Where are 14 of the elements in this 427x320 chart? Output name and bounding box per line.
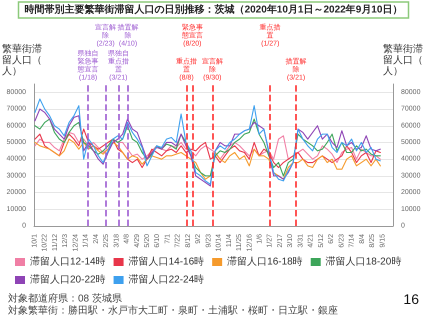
line-series: [34, 138, 381, 180]
text: 16: [403, 291, 420, 307]
y-axis-title: 繁華街滞留人口（人）: [2, 43, 42, 77]
legend-label: 滞留人口16-18時: [227, 256, 303, 268]
legend-label: 滞留人口12-14時: [30, 256, 106, 268]
text: 対象繁華街：勝田駅・水戸市大工町・泉町・土浦駅・桜町・日立駅・銀座: [8, 304, 338, 316]
text: 対象都道府県：08 茨城県: [8, 292, 122, 304]
line-series: [34, 118, 381, 176]
y2-axis-title: 繁華街滞留人口（人）: [383, 43, 423, 77]
chart-title: 時間帯別主要繁華街滞留人口の日別推移：茨城（2020年10月1日～2022年9月10日）: [24, 4, 402, 16]
legend-label: 滞留人口14-16時: [128, 256, 204, 268]
legend-label: 滞留人口20-22時: [30, 274, 106, 286]
legend-label: 滞留人口22-24時: [128, 274, 204, 286]
legend-label: 滞留人口18-20時: [326, 256, 402, 268]
